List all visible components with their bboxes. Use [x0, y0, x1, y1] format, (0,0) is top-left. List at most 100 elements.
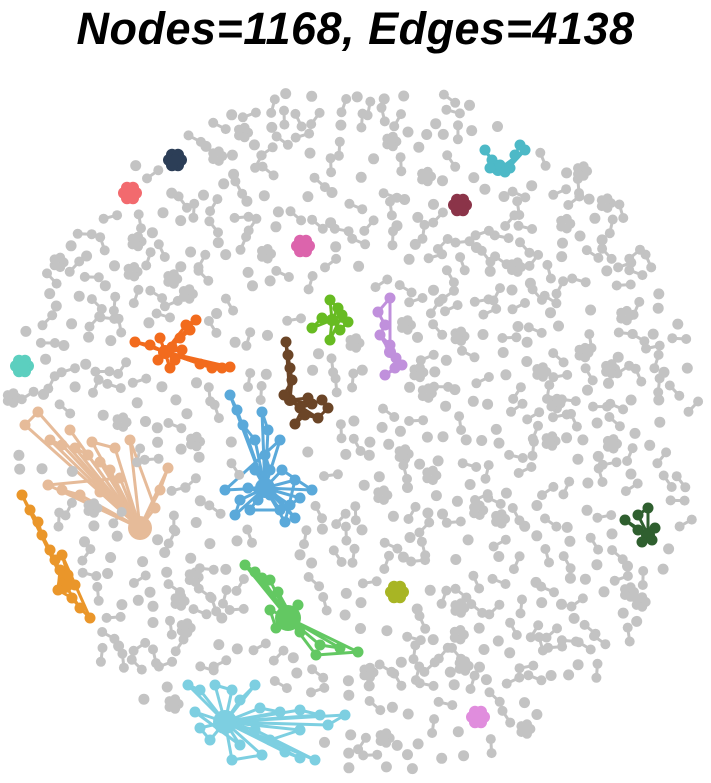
isolated-node: [402, 473, 412, 484]
cluster-orange-red-node: [166, 341, 178, 353]
isolated-node: [437, 508, 448, 520]
isolated-node: [626, 257, 637, 268]
isolated-node: [591, 417, 603, 429]
isolated-node: [360, 732, 371, 743]
isolated-node: [500, 579, 511, 589]
isolated-node: [165, 312, 175, 323]
isolated-node: [203, 382, 214, 393]
isolated-node: [65, 408, 76, 419]
cluster-brown-node: [322, 402, 334, 414]
isolated-node: [241, 340, 252, 351]
isolated-node: [260, 368, 272, 380]
cluster-sky-blue-node: [274, 504, 286, 516]
isolated-node: [372, 749, 383, 760]
isolated-node: [151, 422, 163, 434]
isolated-node: [524, 260, 535, 271]
isolated-node: [188, 212, 199, 223]
cluster-forest-node: [619, 514, 631, 526]
isolated-node: [335, 119, 347, 131]
cluster-orange-red-node: [190, 314, 202, 326]
isolated-node: [66, 497, 77, 508]
isolated-node: [350, 501, 361, 512]
isolated-node: [168, 510, 179, 521]
isolated-node: [531, 709, 543, 720]
isolated-node: [579, 619, 590, 630]
isolated-node: [181, 408, 193, 420]
isolated-node: [540, 160, 551, 171]
isolated-node: [381, 728, 392, 739]
isolated-node: [220, 124, 231, 135]
isolated-node: [391, 220, 403, 232]
isolated-node: [194, 563, 205, 574]
isolated-node: [591, 672, 602, 683]
isolated-node: [505, 717, 516, 728]
isolated-node: [552, 393, 562, 404]
isolated-node: [471, 462, 482, 472]
isolated-node: [351, 333, 362, 344]
isolated-node: [625, 394, 637, 406]
cluster-olive-node: [391, 586, 403, 598]
isolated-node: [420, 555, 431, 566]
isolated-node: [166, 485, 177, 496]
isolated-node: [105, 552, 117, 563]
isolated-node: [398, 460, 409, 471]
isolated-node: [303, 572, 314, 582]
cluster-light-blue-node: [234, 694, 246, 706]
isolated-node: [473, 622, 485, 634]
cluster-light-blue-node: [194, 722, 206, 734]
isolated-node: [533, 620, 544, 631]
isolated-node: [625, 468, 637, 480]
isolated-node: [97, 627, 108, 637]
isolated-node: [301, 525, 312, 536]
isolated-node: [282, 315, 293, 326]
isolated-node: [347, 233, 358, 244]
isolated-node: [132, 457, 142, 468]
cluster-light-blue-node: [209, 679, 221, 691]
isolated-node: [185, 552, 197, 564]
isolated-node: [558, 357, 569, 368]
isolated-node: [235, 244, 246, 255]
isolated-node: [428, 284, 439, 296]
isolated-node: [404, 297, 415, 308]
isolated-node: [307, 664, 318, 675]
cluster-green-node: [314, 639, 326, 651]
cluster-forest-node: [646, 534, 658, 546]
isolated-node: [679, 495, 690, 506]
isolated-node: [378, 403, 388, 414]
isolated-node: [306, 90, 318, 102]
isolated-node: [415, 362, 425, 373]
isolated-node: [558, 489, 569, 500]
isolated-node: [514, 210, 525, 220]
cluster-green-node: [352, 646, 364, 658]
isolated-node: [602, 193, 613, 204]
isolated-node: [607, 545, 618, 556]
isolated-node: [60, 510, 71, 521]
isolated-node: [379, 537, 390, 548]
isolated-node: [28, 386, 39, 397]
isolated-node: [437, 329, 448, 340]
isolated-node: [111, 530, 123, 542]
cluster-green-node: [270, 622, 282, 634]
isolated-node: [512, 257, 523, 268]
isolated-node: [641, 343, 651, 354]
isolated-node: [507, 503, 518, 513]
cluster-green-node: [275, 605, 301, 631]
isolated-node: [603, 377, 614, 389]
isolated-node: [490, 251, 501, 262]
isolated-node: [450, 161, 461, 172]
isolated-node: [95, 656, 106, 667]
isolated-node: [403, 253, 415, 265]
isolated-node: [341, 535, 352, 546]
isolated-node: [36, 463, 48, 475]
cluster-lavender-node: [374, 329, 386, 341]
isolated-node: [561, 409, 572, 420]
isolated-node: [402, 315, 413, 326]
isolated-node: [399, 194, 411, 205]
isolated-node: [282, 139, 293, 150]
isolated-node: [452, 134, 463, 145]
isolated-node: [573, 637, 584, 648]
isolated-node: [410, 640, 421, 651]
cluster-orange-red-node: [174, 332, 186, 344]
cluster-amber-node: [56, 549, 68, 561]
isolated-node: [523, 322, 534, 333]
